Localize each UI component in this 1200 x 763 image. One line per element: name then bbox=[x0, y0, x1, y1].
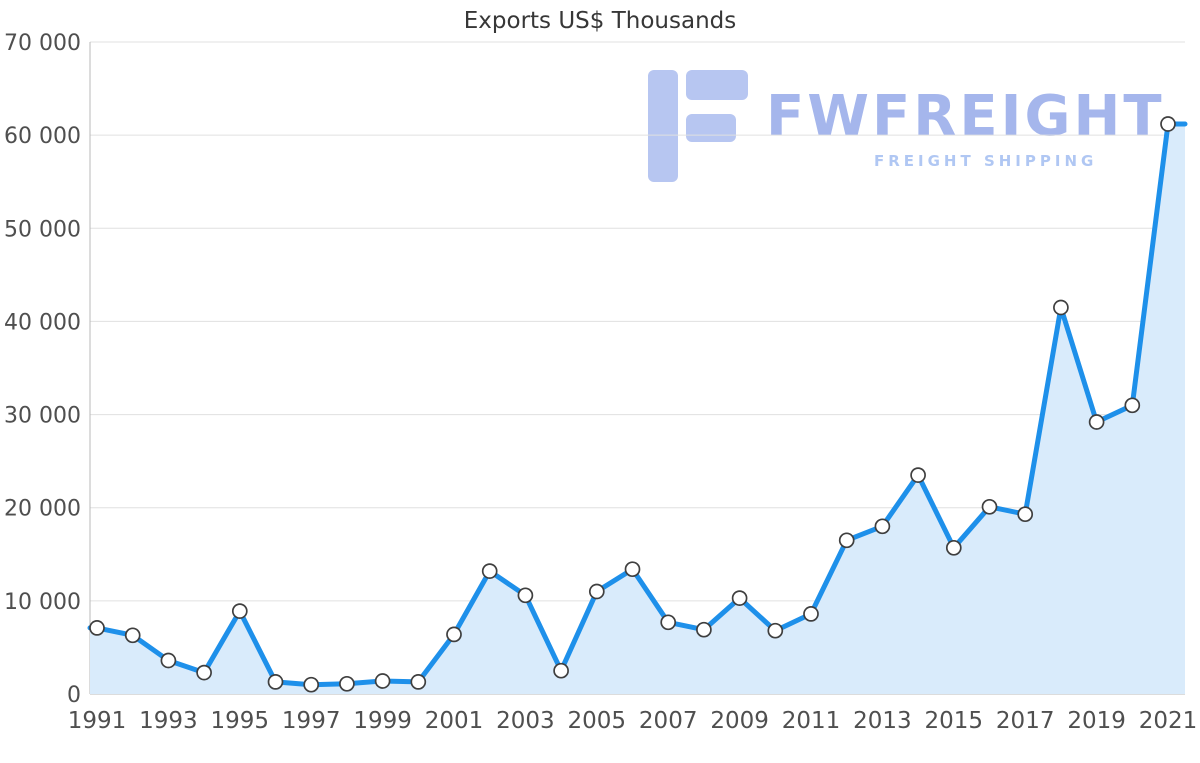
data-point-marker-2011 bbox=[803, 606, 819, 622]
x-axis-label: 2015 bbox=[925, 708, 984, 734]
data-point-marker-1992 bbox=[124, 627, 141, 644]
y-axis-label: 30 000 bbox=[4, 404, 81, 429]
x-axis-label: 1993 bbox=[139, 708, 198, 734]
x-axis-label: 2021 bbox=[1139, 708, 1198, 734]
data-point-marker-2020 bbox=[1124, 397, 1141, 414]
data-point-marker-2002 bbox=[481, 563, 498, 579]
x-axis-label: 1997 bbox=[282, 708, 341, 734]
data-point-marker-2017 bbox=[1017, 506, 1034, 523]
data-point-marker-2021 bbox=[1160, 116, 1176, 132]
data-point-marker-2019 bbox=[1088, 414, 1105, 430]
data-point-marker-1995 bbox=[231, 603, 248, 619]
data-point-marker-2008 bbox=[696, 621, 712, 638]
data-point-marker-2015 bbox=[945, 539, 962, 556]
data-point-marker-1994 bbox=[196, 664, 212, 681]
data-point-marker-2010 bbox=[767, 622, 784, 639]
watermark-brand-text: FWFREIGHT bbox=[766, 84, 1165, 149]
x-axis-label: 2017 bbox=[996, 708, 1055, 734]
data-point-marker-2000 bbox=[410, 674, 427, 690]
watermark-tagline-text: FREIGHT SHIPPING bbox=[874, 152, 1098, 170]
series-area-fill bbox=[90, 124, 1185, 694]
y-axis-label: 40 000 bbox=[4, 310, 81, 335]
data-point-marker-2003 bbox=[517, 587, 534, 604]
y-axis-label: 70 000 bbox=[4, 31, 81, 56]
data-point-marker-2018 bbox=[1053, 299, 1069, 316]
x-axis-label: 2013 bbox=[853, 708, 912, 734]
x-axis-label: 2011 bbox=[782, 708, 841, 734]
logo-stem-shape bbox=[648, 70, 678, 182]
y-axis-label: 60 000 bbox=[4, 124, 81, 149]
x-axis-label: 2007 bbox=[639, 708, 698, 734]
y-axis-label: 20 000 bbox=[4, 497, 81, 522]
fwfreight-logo-icon bbox=[648, 70, 748, 182]
data-point-marker-1991 bbox=[89, 620, 105, 636]
data-point-marker-1999 bbox=[374, 673, 391, 689]
x-axis-label: 2019 bbox=[1067, 708, 1126, 734]
data-point-marker-2012 bbox=[838, 532, 855, 549]
x-axis-label: 1991 bbox=[68, 708, 127, 734]
data-point-marker-2007 bbox=[660, 614, 677, 631]
watermark: FWFREIGHT FREIGHT SHIPPING bbox=[648, 66, 1168, 186]
data-point-marker-2016 bbox=[981, 498, 998, 515]
x-axis-label: 1999 bbox=[353, 708, 412, 734]
data-point-marker-2005 bbox=[588, 583, 605, 600]
x-axis-label: 1995 bbox=[211, 708, 270, 734]
x-axis-label: 2009 bbox=[710, 708, 769, 734]
data-point-marker-2004 bbox=[553, 662, 569, 679]
y-axis-label: 10 000 bbox=[4, 590, 81, 615]
logo-top-arm-shape bbox=[686, 70, 748, 100]
y-axis-label: 50 000 bbox=[4, 217, 81, 242]
x-axis-label: 2001 bbox=[425, 708, 484, 734]
data-point-marker-1998 bbox=[339, 675, 355, 692]
y-axis-label: 0 bbox=[67, 683, 81, 708]
data-point-marker-1996 bbox=[267, 674, 284, 690]
data-point-marker-2001 bbox=[446, 626, 462, 643]
data-point-marker-2013 bbox=[874, 518, 891, 535]
data-point-marker-1997 bbox=[303, 676, 320, 693]
data-point-marker-2006 bbox=[624, 561, 641, 578]
data-point-marker-2009 bbox=[731, 590, 748, 606]
x-axis-label: 2005 bbox=[568, 708, 627, 734]
x-axis-label: 2003 bbox=[496, 708, 555, 734]
data-point-marker-2014 bbox=[910, 467, 926, 483]
data-point-marker-1993 bbox=[160, 652, 177, 669]
